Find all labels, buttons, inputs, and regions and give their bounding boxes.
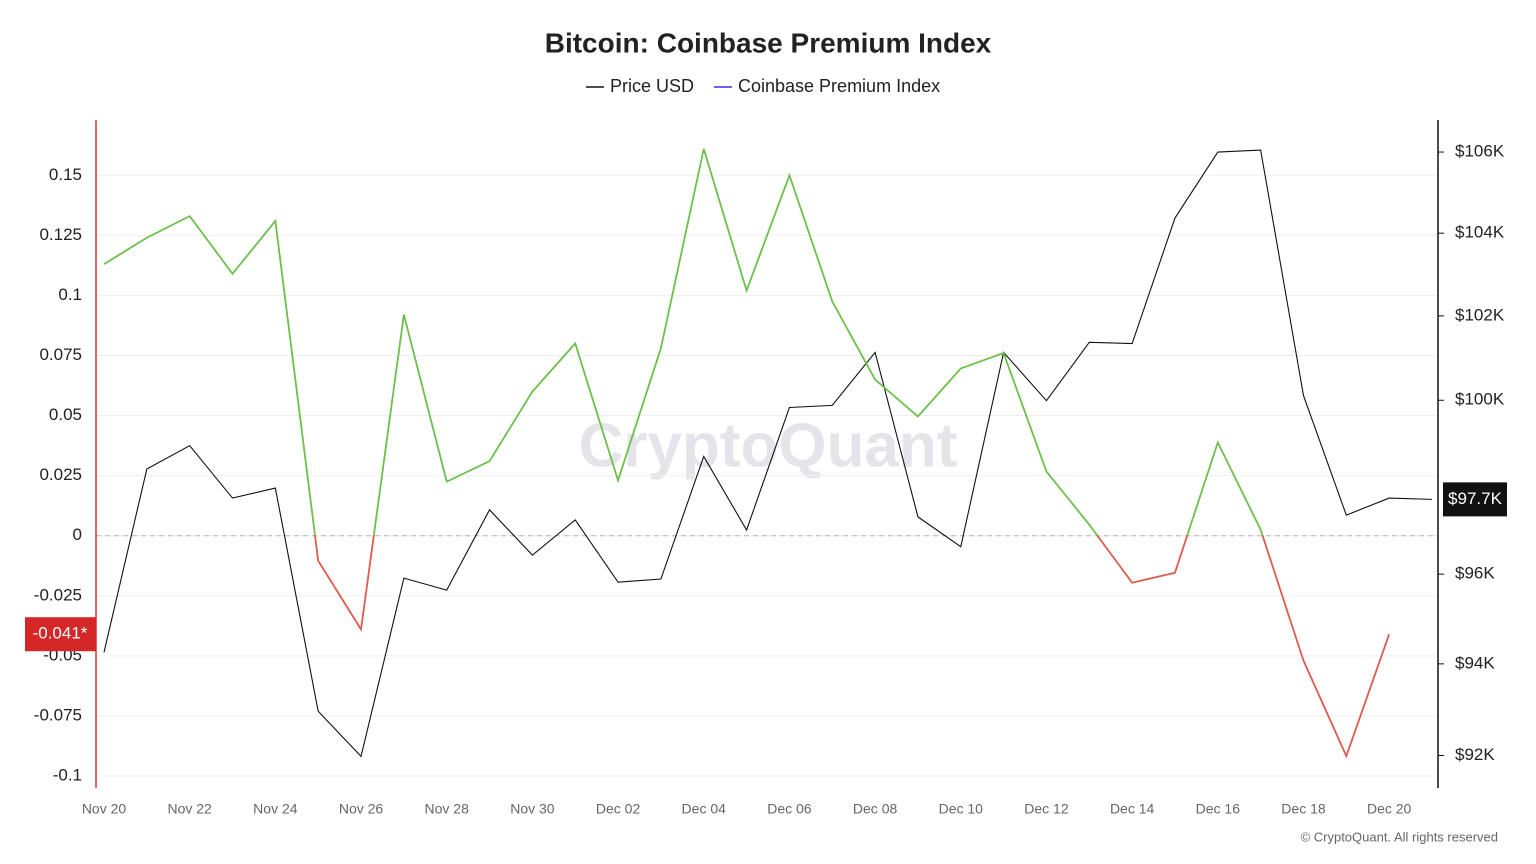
x-tick-label: Dec 06 (767, 801, 812, 817)
y-tick-label: -0.025 (34, 585, 82, 604)
y2-tick-label: $96K (1455, 564, 1495, 583)
y2-tick-label: $100K (1455, 390, 1505, 409)
x-tick-label: Nov 24 (253, 801, 298, 817)
y-tick-label: -0.1 (53, 765, 82, 784)
x-tick-label: Dec 20 (1367, 801, 1412, 817)
x-tick-label: Dec 14 (1110, 801, 1155, 817)
y-tick-label: 0 (73, 525, 82, 544)
series-line (103, 148, 1391, 759)
x-tick-label: Dec 08 (853, 801, 898, 817)
value-label: $97.7K (1448, 489, 1503, 508)
y2-tick-label: $102K (1455, 305, 1505, 324)
x-tick-label: Dec 04 (682, 801, 727, 817)
legend-label: Coinbase Premium Index (738, 76, 940, 96)
x-tick-label: Nov 26 (339, 801, 384, 817)
y2-tick-label: $106K (1455, 142, 1505, 161)
y-tick-label: 0.1 (58, 285, 82, 304)
value-badge (1443, 482, 1507, 517)
y2-tick-label: $94K (1455, 653, 1495, 672)
x-tick-label: Dec 10 (939, 801, 984, 817)
chart-title: Bitcoin: Coinbase Premium Index (545, 27, 992, 58)
y2-tick-label: $104K (1455, 223, 1505, 242)
legend-label: Price USD (610, 76, 694, 96)
series-line (103, 149, 1433, 758)
x-tick-label: Dec 16 (1196, 801, 1241, 817)
y-tick-label: -0.075 (34, 705, 82, 724)
y-tick-label: 0.125 (39, 225, 82, 244)
y-tick-label: 0.025 (39, 465, 82, 484)
y-tick-label: 0.05 (49, 405, 82, 424)
x-tick-label: Nov 28 (425, 801, 470, 817)
y-tick-label: 0.15 (49, 165, 82, 184)
x-tick-label: Nov 20 (82, 801, 127, 817)
x-tick-label: Dec 12 (1024, 801, 1069, 817)
footer: © CryptoQuant. All rights reserved (1301, 829, 1498, 844)
x-tick-label: Dec 02 (596, 801, 641, 817)
x-tick-label: Nov 30 (510, 801, 555, 817)
x-tick-label: Nov 22 (167, 801, 212, 817)
value-badge (25, 617, 96, 652)
y2-tick-label: $92K (1455, 745, 1495, 764)
value-label: -0.041* (33, 624, 88, 643)
y-tick-label: 0.075 (39, 345, 82, 364)
x-tick-label: Dec 18 (1281, 801, 1326, 817)
